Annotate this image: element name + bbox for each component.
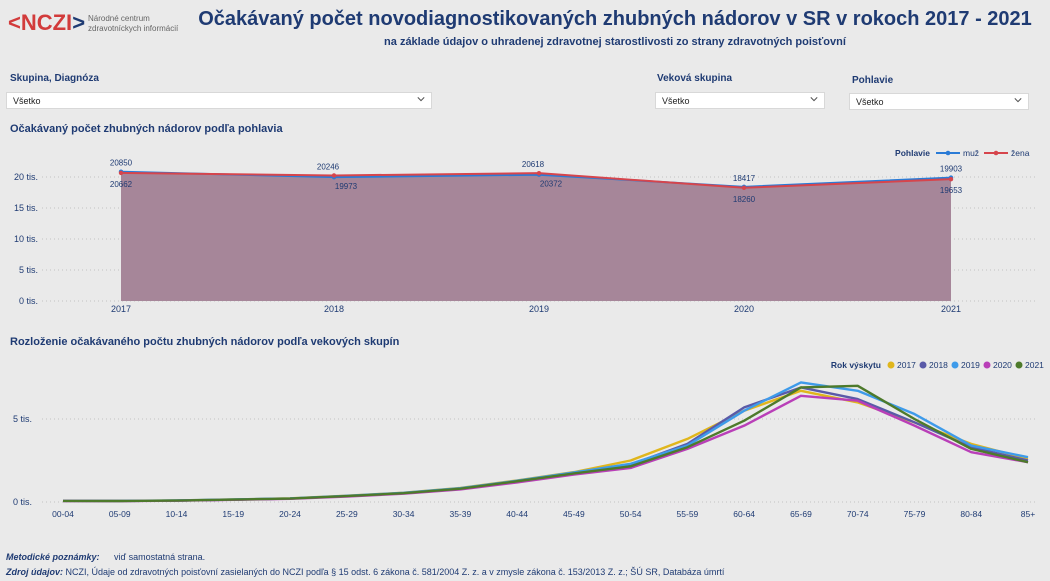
sex-dropdown[interactable]: Všetko — [849, 93, 1029, 110]
source-note: Zdroj údajov: NCZI, Údaje od zdravotných… — [6, 567, 724, 577]
methodology-label: Metodické poznámky: — [6, 552, 100, 562]
point-zena — [331, 173, 337, 178]
x-tick-label: 65-69 — [790, 509, 812, 519]
age-dropdown-value: Všetko — [662, 96, 690, 106]
area-fill — [121, 172, 951, 301]
legend-label-zena: žena — [1011, 148, 1030, 158]
data-label-muz: 19973 — [335, 182, 358, 191]
legend-title: Pohlavie — [895, 148, 930, 158]
y-tick-label: 0 tis. — [19, 296, 38, 306]
y-tick-label: 5 tis. — [19, 265, 38, 275]
x-tick-label: 75-79 — [904, 509, 926, 519]
legend-marker-2019 — [951, 361, 959, 369]
filter-group-label: Skupina, Diagnóza — [10, 73, 99, 84]
chart-age: 0 tis. 5 tis. 00-04 05-09 10-14 15-19 20-24 25-… — [0, 352, 1050, 527]
chevron-down-icon — [417, 97, 425, 102]
legend-label-2021: 2021 — [1025, 360, 1044, 370]
x-tick-label: 70-74 — [847, 509, 869, 519]
x-tick-label: 40-44 — [506, 509, 528, 519]
data-label-zena: 20246 — [317, 162, 340, 171]
legend-marker-zena — [993, 150, 999, 156]
x-tick-label: 25-29 — [336, 509, 358, 519]
legend-label-2018: 2018 — [929, 360, 948, 370]
page-subtitle: na základe údajov o uhradenej zdravotnej… — [384, 36, 846, 48]
data-label-muz: 20372 — [540, 180, 563, 189]
data-label-muz: 18417 — [733, 174, 756, 183]
y-tick-label: 15 tis. — [14, 203, 38, 213]
methodology-note: Metodické poznámky: viď samostatná stran… — [6, 552, 205, 562]
chart-sex: 0 tis. 5 tis. 10 tis. 15 tis. 20 tis. 20850 19… — [0, 138, 1050, 318]
chart-sex-svg: 0 tis. 5 tis. 10 tis. 15 tis. 20 tis. 20850 19… — [14, 148, 1035, 314]
chart-age-svg: 0 tis. 5 tis. 00-04 05-09 10-14 15-19 20-24 25-… — [13, 360, 1044, 519]
point-zena — [948, 176, 954, 182]
data-label-muz: 19903 — [940, 165, 963, 174]
x-tick-label: 60-64 — [733, 509, 755, 519]
series-line-2018 — [62, 386, 1029, 503]
legend-marker-2017 — [887, 361, 895, 369]
x-tick-label: 2021 — [941, 304, 961, 314]
logo-mark: <NCZI> — [8, 10, 86, 35]
x-tick-label: 80-84 — [960, 509, 982, 519]
filter-sex-label: Pohlavie — [852, 75, 894, 86]
filter-age-label: Veková skupina — [657, 73, 733, 84]
x-tick-label: 2017 — [111, 304, 131, 314]
page-title: Očakávaný počet novodiagnostikovaných zh… — [198, 8, 1032, 30]
series-line-2017 — [62, 389, 1029, 503]
logo-subtitle: Národné centrum zdravotníckych informáci… — [88, 14, 188, 34]
data-label-zena: 18260 — [733, 195, 756, 204]
x-tick-label: 55-59 — [677, 509, 699, 519]
legend-marker-2018 — [919, 361, 927, 369]
data-label-muz: 20850 — [110, 159, 133, 168]
data-label-zena: 19653 — [940, 186, 963, 195]
legend-label-2017: 2017 — [897, 360, 916, 370]
group-dropdown-value: Všetko — [13, 96, 41, 106]
series-line-2020 — [62, 394, 1029, 503]
logo-subtitle-line-1: Národné centrum — [88, 14, 150, 23]
nczi-logo: <NCZI> Národné centrum zdravotníckych in… — [8, 10, 183, 38]
logo-subtitle-line-2: zdravotníckych informácií — [88, 24, 179, 33]
chart-age-title: Rozloženie očakávaného počtu zhubných ná… — [10, 336, 400, 348]
legend-label-2019: 2019 — [961, 360, 980, 370]
y-tick-label: 10 tis. — [14, 234, 38, 244]
chevron-down-icon — [810, 97, 818, 102]
legend-label-muz: muž — [963, 148, 979, 158]
legend-title: Rok výskytu — [831, 360, 881, 370]
x-tick-label: 2020 — [734, 304, 754, 314]
legend-marker-2020 — [983, 361, 991, 369]
legend-marker-2021 — [1015, 361, 1023, 369]
legend-label-2020: 2020 — [993, 360, 1012, 370]
methodology-link[interactable]: viď samostatná strana. — [114, 552, 206, 562]
legend-marker-muz — [945, 150, 951, 156]
sex-dropdown-value: Všetko — [856, 97, 884, 107]
x-tick-label: 2018 — [324, 304, 344, 314]
x-tick-label: 30-34 — [393, 509, 415, 519]
series-line-2021 — [62, 384, 1029, 503]
source-text: NCZI, Údaje od zdravotných poisťovní zas… — [65, 567, 725, 577]
source-label: Zdroj údajov: — [6, 567, 63, 577]
point-zena — [536, 170, 542, 176]
x-tick-label: 00-04 — [52, 509, 74, 519]
x-tick-label: 15-19 — [222, 509, 244, 519]
x-tick-label: 85+ — [1021, 509, 1035, 519]
y-tick-label: 20 tis. — [14, 172, 38, 182]
age-dropdown[interactable]: Všetko — [655, 92, 825, 109]
x-tick-label: 50-54 — [620, 509, 642, 519]
x-tick-label: 45-49 — [563, 509, 585, 519]
x-tick-label: 35-39 — [449, 509, 471, 519]
x-tick-label: 20-24 — [279, 509, 301, 519]
data-label-zena: 20618 — [522, 160, 545, 169]
group-dropdown[interactable]: Všetko — [6, 92, 432, 109]
x-tick-label: 05-09 — [109, 509, 131, 519]
chevron-down-icon — [1014, 98, 1022, 103]
chart-sex-title: Očakávaný počet zhubných nádorov podľa p… — [10, 123, 283, 135]
x-tick-label: 2019 — [529, 304, 549, 314]
point-zena — [741, 185, 747, 190]
y-tick-label: 0 tis. — [13, 497, 32, 507]
x-tick-label: 10-14 — [166, 509, 188, 519]
point-zena — [118, 170, 124, 176]
y-tick-label: 5 tis. — [13, 414, 32, 424]
data-label-zena: 20662 — [110, 180, 133, 189]
